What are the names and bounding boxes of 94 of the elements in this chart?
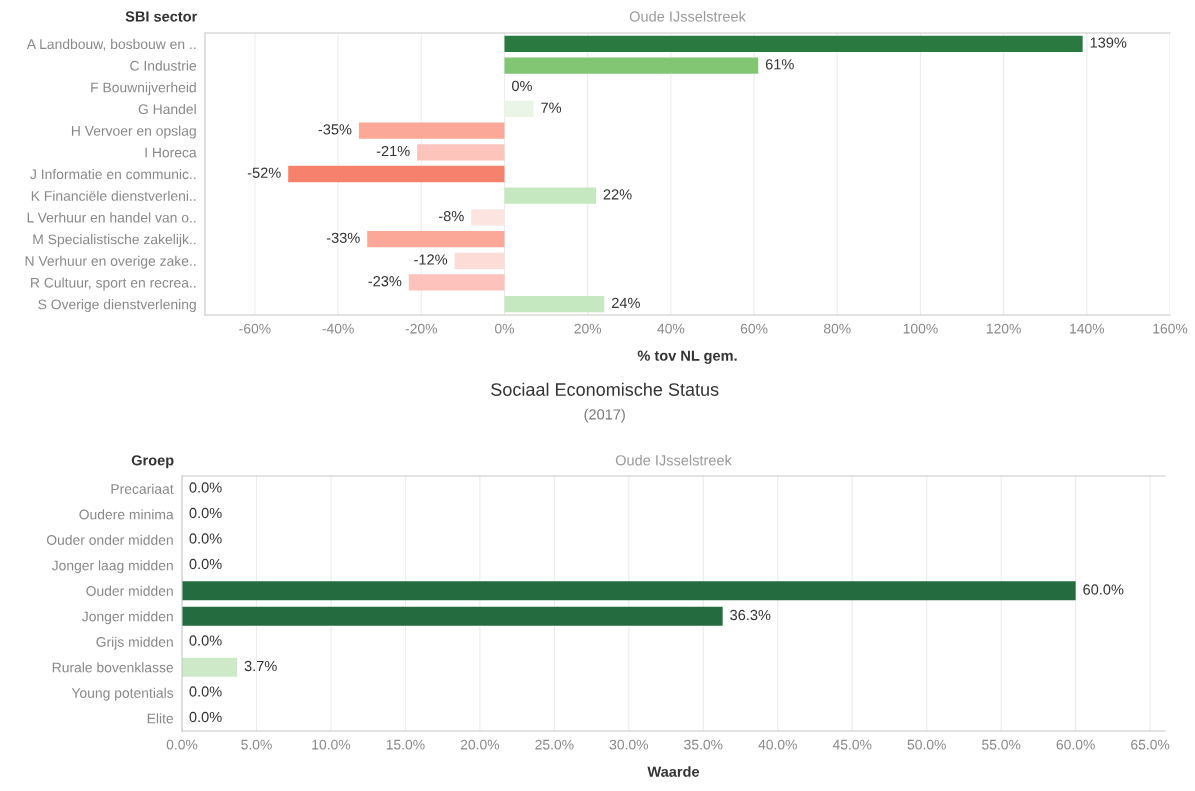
- x-tick-label: 120%: [986, 323, 1021, 334]
- data-label: 60.0%: [1083, 584, 1124, 595]
- y-tick-label: Young potentials: [71, 687, 174, 701]
- y-axis-title: SBI sector: [125, 11, 198, 22]
- text: Oude IJsselstreek: [629, 10, 746, 22]
- x-tick-label: 60.0%: [1056, 739, 1095, 750]
- bar: [182, 657, 238, 677]
- bar: [182, 606, 723, 626]
- y-tick-label: Grijs midden: [96, 636, 173, 650]
- bar: [182, 581, 1076, 601]
- y-tick-label: Jonger midden: [82, 611, 173, 625]
- data-label: 24%: [611, 297, 640, 309]
- data-label: 22%: [603, 189, 632, 200]
- chart-subtitle: (2017): [584, 408, 625, 423]
- y-tick-label: L Verhuur en handel van o..: [27, 212, 196, 223]
- x-tick-label: -20%: [405, 323, 438, 334]
- data-label: 139%: [1090, 37, 1127, 48]
- y-tick-label: J Informatie en communic..: [30, 168, 196, 180]
- x-tick-label: 55.0%: [982, 739, 1021, 750]
- x-tick-label: 45.0%: [832, 739, 872, 750]
- bar: [504, 296, 605, 313]
- bar: [504, 187, 596, 204]
- y-tick-label: Elite: [147, 713, 174, 724]
- data-label: 36.3%: [730, 609, 771, 621]
- x-tick-label: 25.0%: [535, 739, 574, 750]
- x-tick-label: 10.0%: [312, 739, 351, 750]
- x-tick-label: 0%: [494, 323, 515, 334]
- data-label: 0.0%: [189, 686, 222, 697]
- bar: [471, 209, 505, 226]
- x-tick-label: 15.0%: [386, 739, 425, 750]
- bar: [408, 274, 505, 291]
- y-tick-label: Rurale bovenklasse: [52, 662, 174, 673]
- x-tick-label: 100%: [903, 323, 938, 334]
- x-tick-label: 30.0%: [609, 739, 649, 750]
- y-tick-label: Jonger laag midden: [51, 560, 173, 574]
- data-label: 61%: [765, 59, 794, 70]
- data-label: -12%: [414, 254, 448, 265]
- x-tick-label: 20%: [574, 323, 602, 334]
- data-label: 0.0%: [189, 558, 222, 570]
- data-label: 0.0%: [189, 635, 222, 646]
- data-label: -52%: [247, 167, 281, 178]
- data-label: -8%: [438, 210, 464, 222]
- bar: [288, 165, 505, 183]
- bar: [504, 57, 759, 74]
- x-tick-label: 50.0%: [907, 739, 946, 750]
- data-label: -23%: [368, 276, 402, 287]
- text: Oude IJsselstreek: [615, 454, 732, 466]
- bar: [504, 35, 1083, 52]
- y-tick-label: N Verhuur en overige zake..: [25, 255, 196, 269]
- y-tick-label: C Industrie: [130, 60, 197, 71]
- x-tick-label: 40%: [657, 323, 685, 334]
- data-label: 0%: [512, 80, 532, 92]
- x-tick-label: 20.0%: [460, 739, 500, 750]
- bar: [454, 252, 505, 269]
- y-tick-label: S Overige dienstverlening: [38, 299, 196, 313]
- data-label: -21%: [376, 145, 410, 157]
- y-tick-label: I Horeca: [145, 147, 197, 158]
- x-tick-label: 140%: [1070, 323, 1105, 334]
- data-label: 0.0%: [189, 533, 222, 544]
- x-tick-label: 40.0%: [758, 739, 797, 750]
- y-tick-label: A Landbouw, bosbouw en ..: [26, 38, 196, 51]
- y-tick-label: Oudere minima: [79, 509, 174, 520]
- x-tick-label: 35.0%: [684, 739, 723, 750]
- y-tick-label: K Financiële dienstverleni..: [31, 190, 196, 201]
- y-axis-title: Groep: [131, 455, 174, 469]
- data-label: -33%: [326, 232, 360, 243]
- data-label: 0.0%: [189, 711, 222, 723]
- x-tick-label: 65.0%: [1131, 739, 1170, 750]
- data-label: 0.0%: [189, 507, 222, 519]
- y-tick-label: G Handel: [138, 103, 196, 115]
- x-tick-label: 80%: [823, 323, 851, 334]
- x-tick-label: -40%: [322, 323, 354, 334]
- bar: [358, 122, 505, 139]
- x-axis-title: % tov NL gem.: [637, 350, 737, 364]
- data-label: 3.7%: [244, 660, 277, 672]
- y-tick-label: R Cultuur, sport en recrea..: [31, 277, 196, 291]
- x-tick-label: 160%: [1153, 323, 1188, 334]
- bar: [417, 144, 505, 161]
- data-label: 0.0%: [189, 482, 222, 493]
- data-label: 7%: [541, 102, 562, 113]
- chart-title: Sociaal Economische Status: [491, 382, 719, 396]
- bar: [367, 230, 505, 248]
- x-tick-label: 5.0%: [241, 739, 272, 750]
- y-tick-label: H Vervoer en opslag: [71, 125, 196, 139]
- y-tick-label: F Bouwnijverheid: [91, 82, 196, 96]
- x-axis-title: Waarde: [647, 766, 700, 777]
- y-tick-label: Ouder midden: [86, 585, 173, 596]
- y-tick-label: M Specialistische zakelijk..: [33, 234, 196, 247]
- y-tick-label: Ouder onder midden: [46, 534, 173, 545]
- y-tick-label: Precariaat: [111, 483, 174, 494]
- data-label: -35%: [318, 124, 352, 135]
- x-tick-label: 0.0%: [166, 739, 198, 750]
- x-tick-label: -60%: [239, 323, 271, 334]
- x-tick-label: 60%: [740, 323, 768, 334]
